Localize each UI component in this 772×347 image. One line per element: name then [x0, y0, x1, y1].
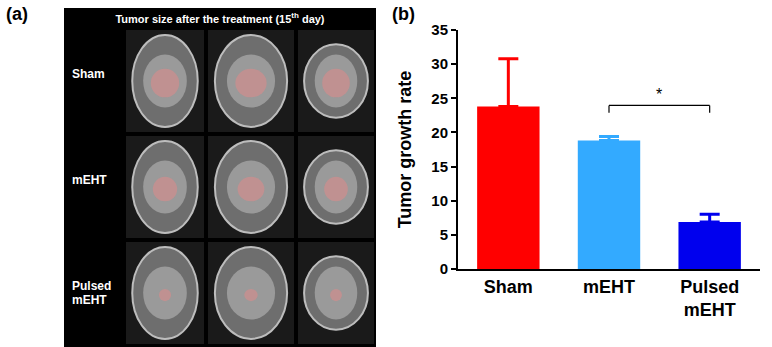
- html-text:Pulsed mEHT: Pulsed mEHT: [72, 279, 112, 307]
- svg-text:20: 20: [431, 124, 448, 141]
- svg-text:35: 35: [431, 21, 448, 38]
- svg-text:PulsedmEHT: PulsedmEHT: [680, 277, 739, 320]
- svg-text:0: 0: [440, 260, 448, 277]
- html-text:mEHT: mEHT: [72, 173, 107, 187]
- svg-text:Sham: Sham: [484, 277, 533, 297]
- html-text:(b): (b): [392, 4, 415, 24]
- html-text:Sham: Sham: [72, 67, 105, 81]
- svg-text:25: 25: [431, 90, 448, 107]
- html-text:Tumor size after the treatment: Tumor size after the treatment (15thday): [115, 11, 325, 25]
- svg-text:*: *: [656, 86, 662, 103]
- svg-text:15: 15: [431, 158, 448, 175]
- svg-text:30: 30: [431, 55, 448, 72]
- svg-text:10: 10: [431, 192, 448, 209]
- svg-text:5: 5: [440, 226, 448, 243]
- html-text:(a): (a): [6, 4, 28, 24]
- svg-text:Tumor growth rate: Tumor growth rate: [395, 71, 415, 229]
- svg-text:mEHT: mEHT: [583, 277, 635, 297]
